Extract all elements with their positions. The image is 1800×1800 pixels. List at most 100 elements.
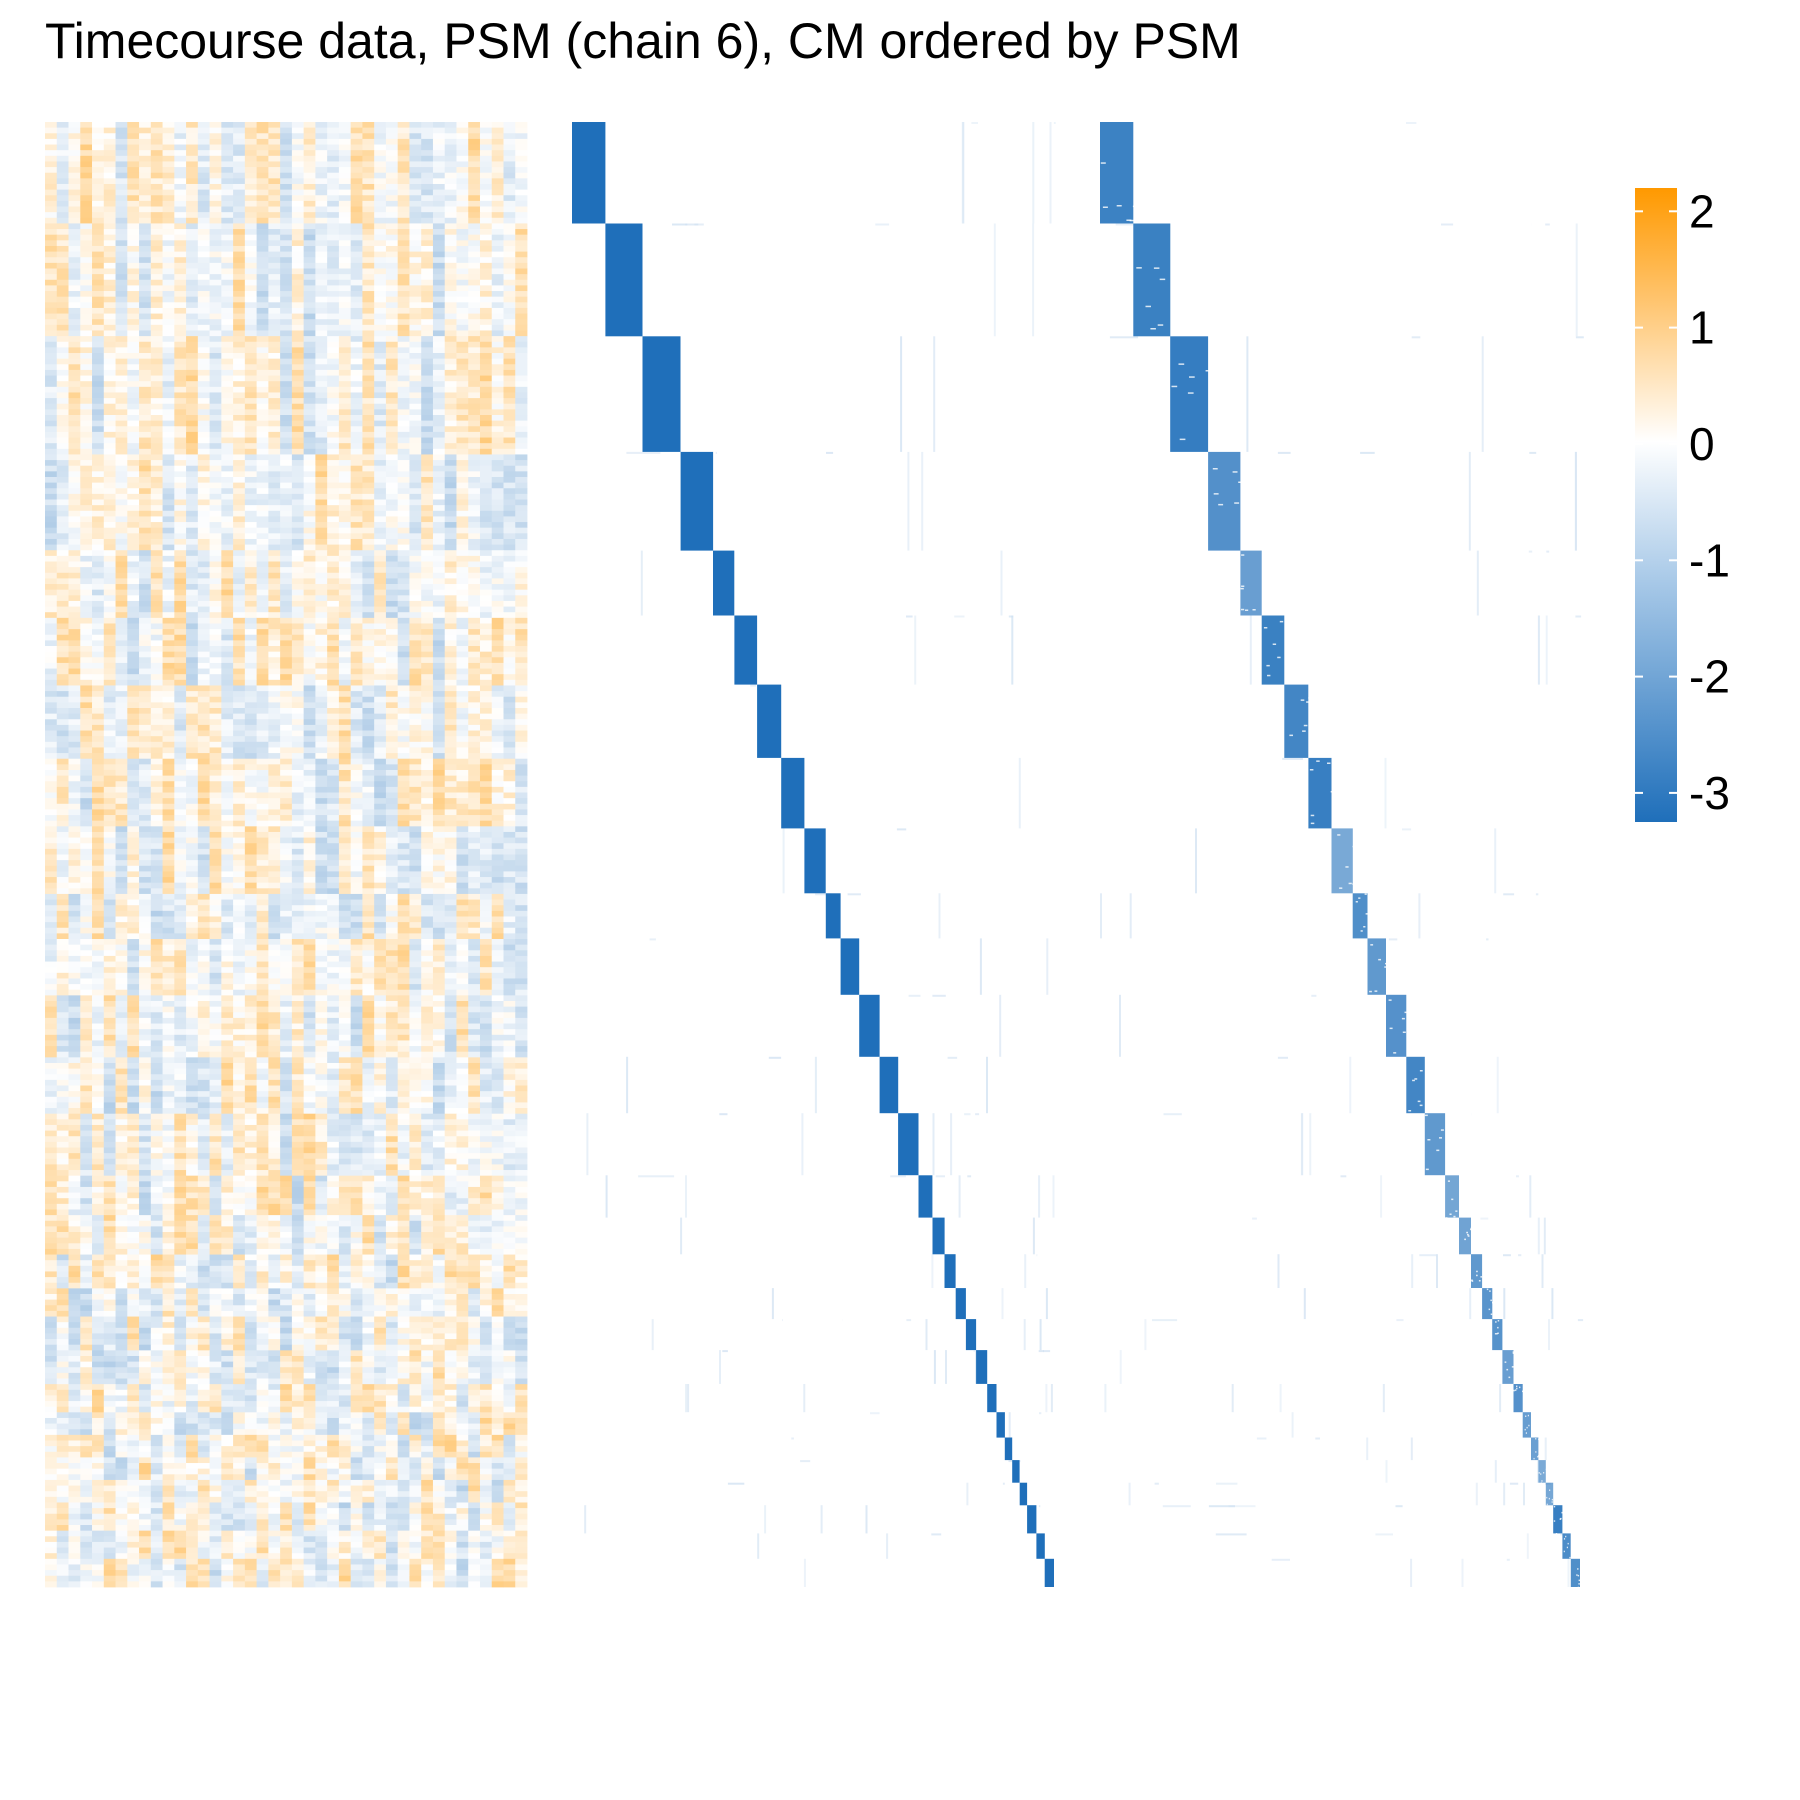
heatmap-cell — [139, 595, 152, 602]
heatmap-cell — [374, 392, 387, 399]
heatmap-cell — [491, 403, 504, 410]
heatmap-cell — [385, 347, 399, 354]
heatmap-cell — [256, 353, 269, 360]
heatmap-cell — [233, 206, 246, 213]
heatmap-cell — [315, 476, 328, 484]
heatmap-cell — [92, 499, 105, 506]
heatmap-cell — [68, 234, 81, 241]
heatmap-cell — [338, 330, 352, 337]
heatmap-cell — [174, 341, 187, 348]
heatmap-cell — [197, 758, 210, 765]
heatmap-cell — [338, 274, 352, 281]
heatmap-cell — [80, 679, 93, 686]
heatmap-cell — [515, 657, 528, 664]
heatmap-cell — [197, 798, 210, 805]
heatmap-cell — [315, 206, 328, 213]
heatmap-cell — [479, 212, 493, 219]
heatmap-cell — [68, 736, 81, 743]
heatmap-cell — [350, 567, 363, 574]
heatmap-cell — [162, 741, 175, 748]
heatmap-cell — [139, 138, 152, 145]
heatmap-cell — [468, 353, 481, 360]
heatmap-cell — [315, 150, 328, 157]
heatmap-cell — [456, 482, 469, 489]
heatmap-cell — [221, 161, 234, 168]
heatmap-cell — [233, 341, 246, 348]
heatmap-cell — [491, 730, 504, 737]
heatmap-cell — [468, 522, 481, 529]
heatmap-cell — [409, 702, 422, 709]
heatmap-cell — [80, 437, 93, 444]
heatmap-cell — [162, 189, 175, 196]
heatmap-cell — [468, 319, 481, 326]
heatmap-cell — [409, 522, 422, 529]
heatmap-cell — [362, 753, 375, 760]
heatmap-cell — [491, 550, 504, 557]
heatmap-cell — [92, 769, 105, 777]
heatmap-cell — [303, 336, 316, 343]
heatmap-cell — [162, 437, 175, 444]
heatmap-cell — [280, 493, 293, 500]
heatmap-cell — [479, 482, 493, 489]
heatmap-cell — [362, 747, 375, 754]
heatmap-cell — [150, 223, 163, 230]
heatmap-cell — [397, 589, 410, 596]
heatmap-cell — [515, 296, 528, 303]
heatmap-cell — [56, 527, 69, 534]
heatmap-cell — [162, 753, 175, 760]
heatmap-cell — [468, 375, 481, 382]
heatmap-cell — [221, 291, 234, 298]
heatmap-cell — [491, 155, 504, 162]
heatmap-cell — [174, 415, 187, 422]
heatmap-cell — [268, 460, 281, 467]
heatmap-cell — [127, 584, 140, 591]
heatmap-cell — [233, 533, 246, 540]
heatmap-cell — [186, 403, 199, 410]
heatmap-cell — [503, 403, 516, 410]
heatmap-cell — [409, 465, 422, 472]
heatmap-cell — [303, 144, 316, 151]
heatmap-cell — [327, 386, 340, 393]
heatmap-cell — [280, 629, 293, 636]
heatmap-cell — [221, 392, 234, 399]
heatmap-cell — [256, 612, 269, 619]
heatmap-cell — [186, 268, 199, 275]
heatmap-cell — [385, 144, 399, 151]
heatmap-cell — [421, 415, 434, 422]
heatmap-cell — [139, 657, 152, 664]
heatmap-cell — [303, 505, 316, 512]
heatmap-cell — [338, 195, 352, 202]
heatmap-cell — [45, 595, 58, 602]
heatmap-cell — [444, 629, 457, 636]
heatmap-cell — [139, 460, 152, 467]
heatmap-cell — [80, 708, 93, 715]
heatmap-cell — [139, 527, 152, 534]
heatmap-cell — [491, 133, 504, 140]
heatmap-cell — [338, 319, 352, 326]
heatmap-cell — [174, 465, 187, 472]
heatmap-cell — [432, 499, 446, 506]
heatmap-cell — [233, 122, 246, 129]
heatmap-cell — [80, 493, 93, 500]
heatmap-cell — [221, 353, 234, 360]
heatmap-cell — [479, 764, 493, 771]
heatmap-cell — [268, 381, 281, 388]
heatmap-cell — [174, 538, 187, 545]
heatmap-cell — [150, 229, 163, 236]
heatmap-cell — [444, 522, 457, 529]
heatmap-cell — [56, 629, 69, 636]
heatmap-cell — [150, 522, 163, 529]
heatmap-cell — [233, 403, 246, 410]
heatmap-cell — [362, 386, 375, 393]
heatmap-cell — [174, 595, 187, 602]
heatmap-cell — [479, 589, 493, 596]
heatmap-cell — [209, 150, 222, 157]
heatmap-cell — [209, 375, 222, 382]
heatmap-cell — [350, 336, 363, 343]
heatmap-cell — [209, 719, 222, 726]
heatmap-cell — [268, 172, 281, 179]
heatmap-cell — [409, 200, 422, 207]
heatmap-cell — [80, 775, 93, 782]
heatmap-cell — [374, 685, 387, 692]
heatmap-cell — [280, 476, 293, 484]
